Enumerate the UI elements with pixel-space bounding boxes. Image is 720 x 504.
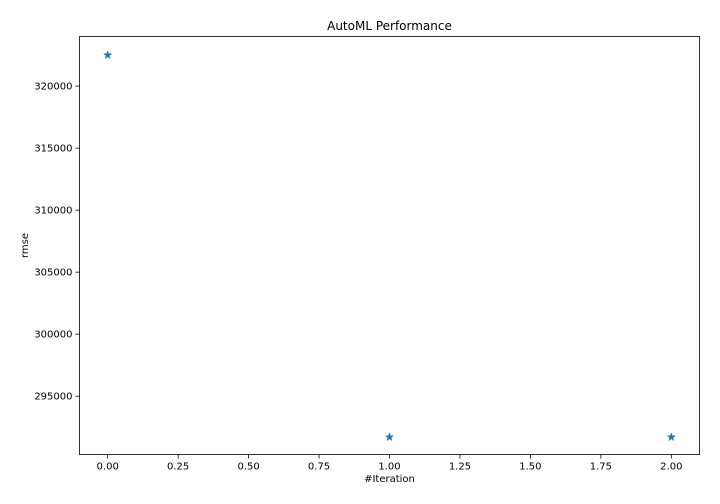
y-tick-label: 295000 [34, 392, 72, 403]
x-tick-label: 1.25 [449, 462, 471, 473]
chart-title: AutoML Performance [327, 19, 452, 33]
y-axis: 295000 300000 305000 310000 315000 320000 [34, 82, 80, 403]
y-tick-label: 320000 [34, 82, 72, 93]
x-axis-label: #Iteration [364, 474, 415, 485]
y-axis-label: rmse [20, 233, 31, 258]
x-tick-label: 0.50 [237, 462, 259, 473]
x-axis: 0.00 0.25 0.50 0.75 1.00 1.25 1.50 1.75 2.00 [97, 454, 682, 473]
x-tick-label: 0.25 [167, 462, 189, 473]
x-tick-label: 1.00 [378, 462, 400, 473]
x-tick-label: 0.75 [308, 462, 330, 473]
x-tick-label: 1.75 [590, 462, 612, 473]
data-point [102, 50, 113, 60]
y-tick-label: 300000 [34, 330, 72, 341]
x-tick-label: 0.00 [97, 462, 119, 473]
y-tick-label: 315000 [34, 144, 72, 155]
data-point [666, 432, 677, 442]
plot-frame [79, 36, 700, 455]
y-tick-label: 305000 [34, 268, 72, 279]
x-tick-label: 2.00 [660, 462, 682, 473]
data-point [384, 432, 395, 442]
y-tick-label: 310000 [34, 206, 72, 217]
data-series [102, 50, 677, 442]
x-tick-label: 1.50 [519, 462, 541, 473]
plot-area [79, 36, 700, 455]
